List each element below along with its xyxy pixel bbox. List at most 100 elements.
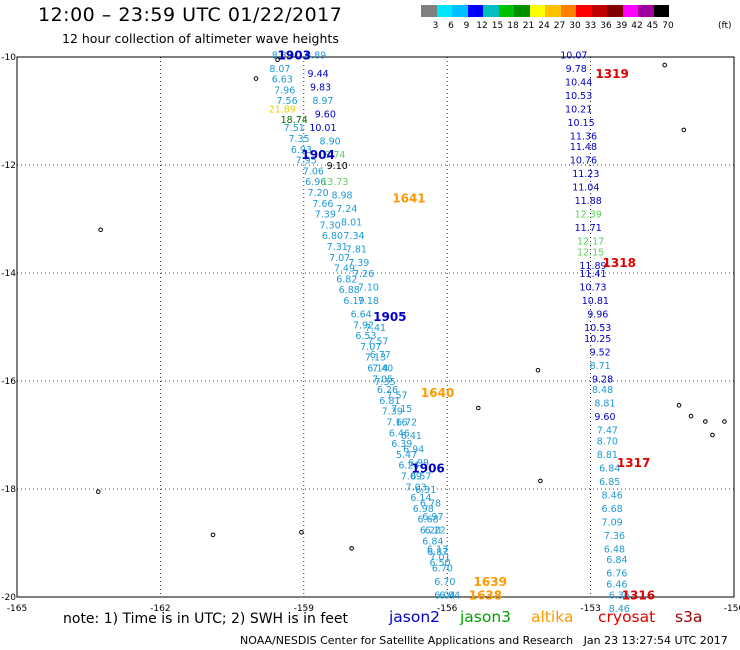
wave-height-value: 6.14: [410, 493, 431, 504]
map-frame: [16, 56, 735, 598]
wave-height-value: 12.15: [577, 247, 604, 258]
wave-height-value: 7.10: [358, 283, 379, 294]
wave-height-value: 10.01: [309, 123, 336, 134]
wave-height-value: 6.48: [604, 544, 625, 555]
track-pass-label: 1639: [474, 575, 507, 589]
wave-height-value: 18.74: [281, 115, 308, 126]
wave-height-value: 7.35: [288, 134, 309, 145]
wave-height-value: 6.46: [389, 428, 410, 439]
wave-height-value: 6.81: [379, 396, 400, 407]
wave-height-value: 6.82: [336, 274, 357, 285]
track-pass-label: 1905: [373, 310, 406, 324]
wave-height-value: 6.57: [410, 472, 431, 483]
legend-label: 15: [491, 21, 504, 31]
wave-height-value: 12.39: [575, 210, 602, 221]
wave-height-value: 8.46: [602, 490, 623, 501]
wave-height-value: 7.95: [296, 156, 317, 167]
legend-swatch: [498, 5, 514, 17]
island-marker: [688, 413, 694, 419]
lon-tick-label: -156: [437, 604, 458, 614]
wave-height-value: 7.81: [346, 245, 367, 256]
wave-height-value: 7.30: [320, 220, 341, 231]
wave-height-value: 8.89: [305, 50, 326, 61]
legend-swatch: [653, 5, 669, 17]
track-pass-label: 1317: [617, 456, 650, 470]
wave-height-value: 10.76: [570, 156, 597, 167]
legend-swatch: [622, 5, 638, 17]
wave-height-value: 7.39: [348, 258, 369, 269]
wave-height-value: 9.44: [308, 69, 329, 80]
wave-height-value: 11.48: [570, 142, 597, 153]
wave-height-value: 6.46: [606, 580, 627, 591]
island-marker: [710, 432, 715, 438]
wave-height-value: 6.31: [415, 485, 436, 496]
lat-tick-label: -16: [1, 377, 16, 387]
island-marker: [349, 546, 354, 551]
satellite-label-altika: altika: [531, 608, 574, 626]
wave-height-value: 10.53: [565, 91, 592, 102]
wave-height-value: 11.23: [572, 169, 599, 180]
wave-height-value: 9.96: [587, 310, 608, 321]
wave-height-value: 8.71: [590, 361, 611, 372]
wave-height-value: 9.10: [327, 161, 348, 172]
wave-height-value: 10.07: [560, 50, 587, 61]
legend-swatch: [638, 5, 654, 17]
wave-height-value: 7.39: [382, 407, 403, 418]
legend-label: 39: [615, 21, 628, 31]
legend-swatch: [576, 5, 592, 17]
legend-swatch: [607, 5, 623, 17]
legend-swatch: [545, 5, 561, 17]
legend-swatch: [560, 5, 576, 17]
island-marker: [681, 127, 687, 133]
wave-height-value: 7.15: [391, 404, 412, 415]
wave-height-value: 7.47: [597, 426, 618, 437]
island-marker: [535, 367, 541, 373]
wave-height-value: 11.41: [579, 269, 606, 280]
wave-height-value: 6.22: [425, 526, 446, 537]
wave-height-value: 7.92: [353, 320, 374, 331]
wave-height-value: 8.70: [597, 436, 618, 447]
wave-height-value: 8.07: [269, 64, 290, 75]
lat-tick-label: -12: [1, 161, 16, 171]
wave-height-value: 7.39: [315, 210, 336, 221]
wave-height-value: 6.93: [291, 145, 312, 156]
legend-swatch: [467, 5, 483, 17]
legend-label: 3: [432, 21, 439, 31]
track-pass-label: 1906: [411, 461, 444, 475]
wave-height-value: 6.26: [377, 385, 398, 396]
wave-height-value: 6.13: [427, 544, 448, 555]
wave-height-value: 8.37: [272, 50, 293, 61]
legend-label: 18: [507, 21, 519, 31]
wave-height-value: 7.07: [360, 342, 381, 353]
track-pass-label: 1640: [421, 386, 454, 400]
wave-height-value: 6.97: [422, 512, 443, 523]
wave-height-value: 8.90: [320, 137, 341, 148]
satellite-label-s3a: s3a: [675, 608, 703, 626]
wave-height-value: 7.35: [374, 377, 395, 388]
wave-height-value: 6.14: [367, 364, 388, 375]
wave-height-value: 11.71: [575, 223, 602, 234]
track-pass-label: 1904: [301, 148, 334, 162]
wave-height-value: 7.34: [343, 231, 364, 242]
lon-tick-label: -162: [150, 604, 170, 614]
legend-label: 45: [646, 21, 659, 31]
island-marker: [98, 227, 103, 233]
wave-height-value: 7.01: [429, 553, 450, 564]
legend-unit: (ft): [718, 21, 732, 31]
wave-height-value: 13.73: [321, 177, 348, 188]
wave-height-value: 7.05: [372, 374, 393, 385]
wave-height-value: 7.07: [329, 253, 350, 264]
wave-height-value: 6.96: [305, 177, 326, 188]
island-marker: [703, 419, 708, 424]
wave-height-value: 7.24: [336, 204, 357, 215]
wave-height-value: 6.76: [606, 569, 627, 580]
footer-credit: NOAA/NESDIS Center for Satellite Applica…: [240, 634, 728, 647]
wave-height-value: 7.36: [604, 531, 625, 542]
wave-height-value: 8.97: [312, 96, 333, 107]
island-marker: [676, 403, 682, 408]
wave-height-value: 9.83: [310, 83, 331, 94]
wave-height-value: 6.84: [606, 555, 627, 566]
wave-height-value: 11.04: [572, 183, 599, 194]
wave-height-value: 7.41: [365, 323, 386, 334]
wave-height-value: 6.88: [339, 285, 360, 296]
